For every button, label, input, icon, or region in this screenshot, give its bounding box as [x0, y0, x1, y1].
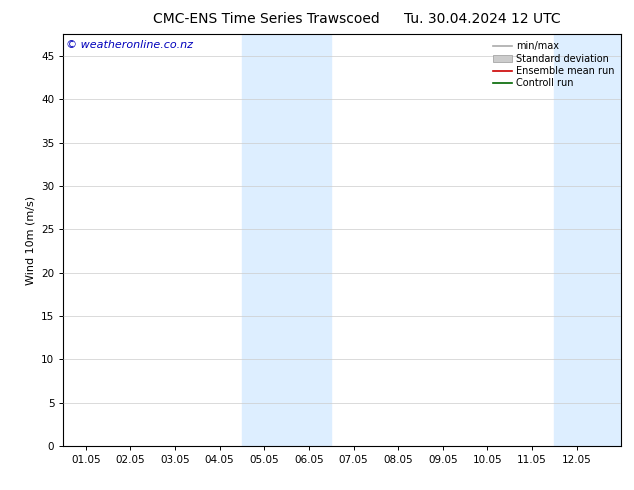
Bar	[242, 34, 331, 446]
Bar	[554, 34, 634, 446]
Legend: min/max, Standard deviation, Ensemble mean run, Controll run: min/max, Standard deviation, Ensemble me…	[491, 39, 616, 90]
Text: Tu. 30.04.2024 12 UTC: Tu. 30.04.2024 12 UTC	[403, 12, 560, 26]
Text: © weatheronline.co.nz: © weatheronline.co.nz	[66, 41, 193, 50]
Y-axis label: Wind 10m (m/s): Wind 10m (m/s)	[25, 196, 36, 285]
Text: CMC-ENS Time Series Trawscoed: CMC-ENS Time Series Trawscoed	[153, 12, 380, 26]
